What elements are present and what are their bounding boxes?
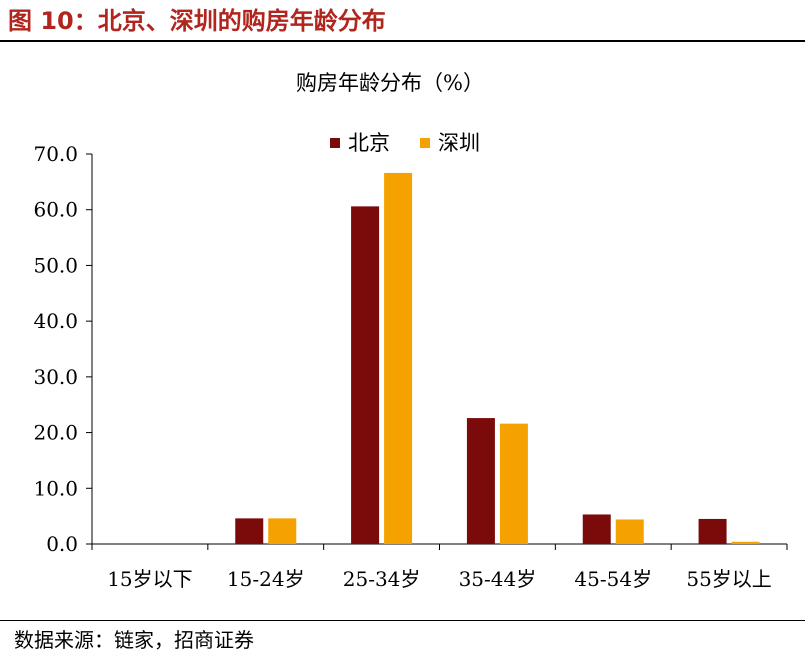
bar: [499, 423, 528, 544]
bar: [235, 518, 264, 544]
bar: [384, 172, 413, 544]
legend-label: 深圳: [438, 131, 480, 155]
legend-swatch: [420, 138, 430, 148]
bar: [351, 206, 380, 544]
source-note: 数据来源：链家，招商证券: [14, 628, 254, 652]
x-tick-label: 55岁以上: [686, 567, 771, 591]
bar-chart: 购房年龄分布（%） 北京 深圳 0.0 10.0 20.0 30.0 40.0 50.0 60…: [33, 71, 788, 591]
y-tick-label: 20.0: [33, 421, 78, 445]
bar: [268, 518, 297, 544]
bar: [615, 519, 644, 544]
bottom-rule: [0, 620, 805, 621]
y-tick-label: 50.0: [33, 253, 78, 277]
bar: [582, 514, 611, 544]
y-axis: 0.0 10.0 20.0 30.0 40.0 50.0 60.0 70.0: [33, 142, 93, 556]
bar: [731, 541, 760, 544]
y-tick-label: 10.0: [33, 476, 78, 500]
x-tick-label: 15-24岁: [227, 567, 305, 591]
figure-title: 图 10：北京、深圳的购房年龄分布: [8, 7, 386, 35]
y-tick-label: 70.0: [33, 142, 78, 166]
y-tick-label: 60.0: [33, 198, 78, 222]
x-tick-label: 25-34岁: [343, 567, 421, 591]
chart-title: 购房年龄分布（%）: [296, 71, 484, 95]
x-tick-label: 35-44岁: [459, 567, 537, 591]
x-tick-label: 15岁以下: [107, 567, 192, 591]
x-tick-label: 45-54岁: [574, 567, 652, 591]
y-tick-label: 0.0: [46, 532, 78, 556]
legend-swatch: [330, 138, 340, 148]
bars: [235, 172, 760, 544]
legend: 北京 深圳: [330, 131, 480, 155]
top-rule: [0, 40, 805, 42]
legend-label: 北京: [348, 131, 390, 155]
bar: [698, 518, 727, 544]
bar: [466, 418, 495, 544]
x-axis: 15岁以下 15-24岁 25-34岁 35-44岁 45-54岁 55岁以上: [91, 543, 788, 591]
y-tick-label: 30.0: [33, 365, 78, 389]
y-tick-label: 40.0: [33, 309, 78, 333]
